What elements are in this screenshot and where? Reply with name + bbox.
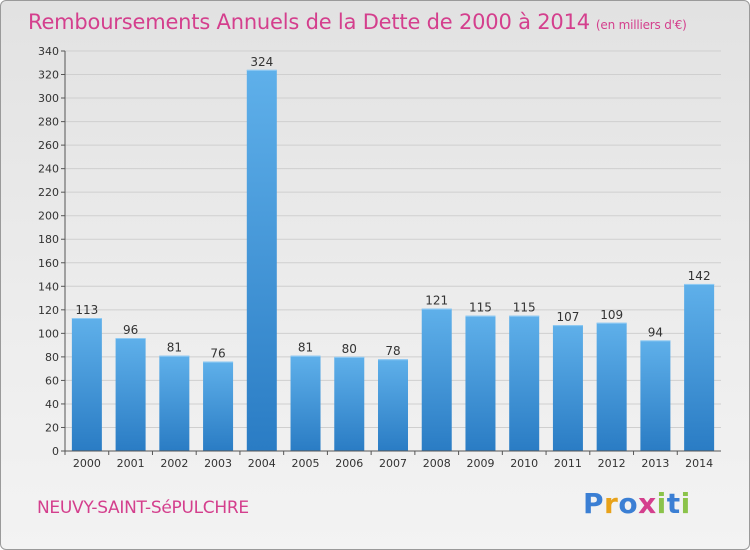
x-tick-label: 2000 — [73, 457, 101, 470]
x-tick-label: 2005 — [292, 457, 320, 470]
y-tick-label: 220 — [38, 186, 59, 199]
y-tick-label: 100 — [38, 327, 59, 340]
bar — [509, 315, 540, 451]
data-label: 107 — [556, 310, 579, 324]
y-tick-label: 180 — [38, 233, 59, 246]
x-tick-label: 2007 — [379, 457, 407, 470]
y-tick-label: 40 — [45, 398, 59, 411]
y-tick-label: 260 — [38, 139, 59, 152]
bar — [203, 361, 234, 451]
data-label: 81 — [167, 341, 182, 355]
logo-letter: o — [618, 487, 639, 520]
data-label: 96 — [123, 323, 138, 337]
bar — [115, 338, 146, 451]
y-tick-label: 60 — [45, 374, 59, 387]
y-tick-label: 340 — [38, 45, 59, 58]
y-tick-label: 120 — [38, 304, 59, 317]
bar — [465, 315, 496, 451]
x-tick-label: 2002 — [160, 457, 188, 470]
bar — [290, 355, 321, 451]
bar — [159, 355, 190, 451]
x-tick-label: 2010 — [510, 457, 538, 470]
data-label: 142 — [688, 269, 711, 283]
bar — [552, 325, 583, 451]
logo-letter: P — [583, 487, 605, 520]
data-label: 76 — [210, 347, 225, 361]
y-tick-label: 80 — [45, 351, 59, 364]
data-label: 324 — [250, 55, 273, 69]
x-tick-label: 2012 — [598, 457, 626, 470]
x-tick-label: 2008 — [423, 457, 451, 470]
data-label: 115 — [513, 301, 536, 315]
logo-letter: i — [656, 487, 667, 520]
y-tick-label: 20 — [45, 421, 59, 434]
logo-letter: i — [680, 487, 691, 520]
y-tick-label: 0 — [52, 445, 59, 458]
x-tick-label: 2009 — [466, 457, 494, 470]
data-label: 115 — [469, 301, 492, 315]
bar — [334, 356, 365, 451]
bar — [378, 359, 408, 451]
title-text: Remboursements Annuels de la Dette de 20… — [28, 10, 590, 34]
data-label: 94 — [648, 325, 663, 339]
proxiti-logo: Proxiti — [583, 487, 691, 520]
data-label: 81 — [298, 341, 313, 355]
data-label: 80 — [342, 342, 357, 356]
data-label: 113 — [75, 303, 98, 317]
logo-letter: r — [604, 487, 619, 520]
commune-name: NEUVY-SAINT-SéPULCHRE — [37, 498, 249, 518]
bar — [246, 69, 277, 451]
bar — [684, 283, 715, 451]
logo-letter: x — [638, 487, 657, 520]
y-tick-label: 240 — [38, 163, 59, 176]
data-label: 109 — [600, 308, 623, 322]
y-tick-label: 160 — [38, 257, 59, 270]
x-tick-label: 2004 — [248, 457, 276, 470]
x-tick-label: 2003 — [204, 457, 232, 470]
y-tick-label: 320 — [38, 69, 59, 82]
y-tick-label: 280 — [38, 116, 59, 129]
bar — [421, 308, 452, 451]
bar — [596, 322, 627, 451]
data-label: 121 — [425, 294, 448, 308]
bar — [71, 318, 102, 451]
x-tick-label: 2014 — [685, 457, 713, 470]
logo-letter: t — [666, 487, 681, 520]
x-tick-label: 2006 — [335, 457, 363, 470]
bar — [640, 340, 671, 451]
y-tick-label: 300 — [38, 92, 59, 105]
x-tick-label: 2011 — [554, 457, 582, 470]
chart-title: Remboursements Annuels de la Dette de 20… — [28, 10, 687, 34]
x-tick-label: 2013 — [641, 457, 669, 470]
data-label: 78 — [385, 344, 400, 358]
x-tick-label: 2001 — [117, 457, 145, 470]
y-tick-label: 200 — [38, 210, 59, 223]
y-tick-label: 140 — [38, 280, 59, 293]
title-unit: (en milliers d'€) — [595, 18, 687, 32]
